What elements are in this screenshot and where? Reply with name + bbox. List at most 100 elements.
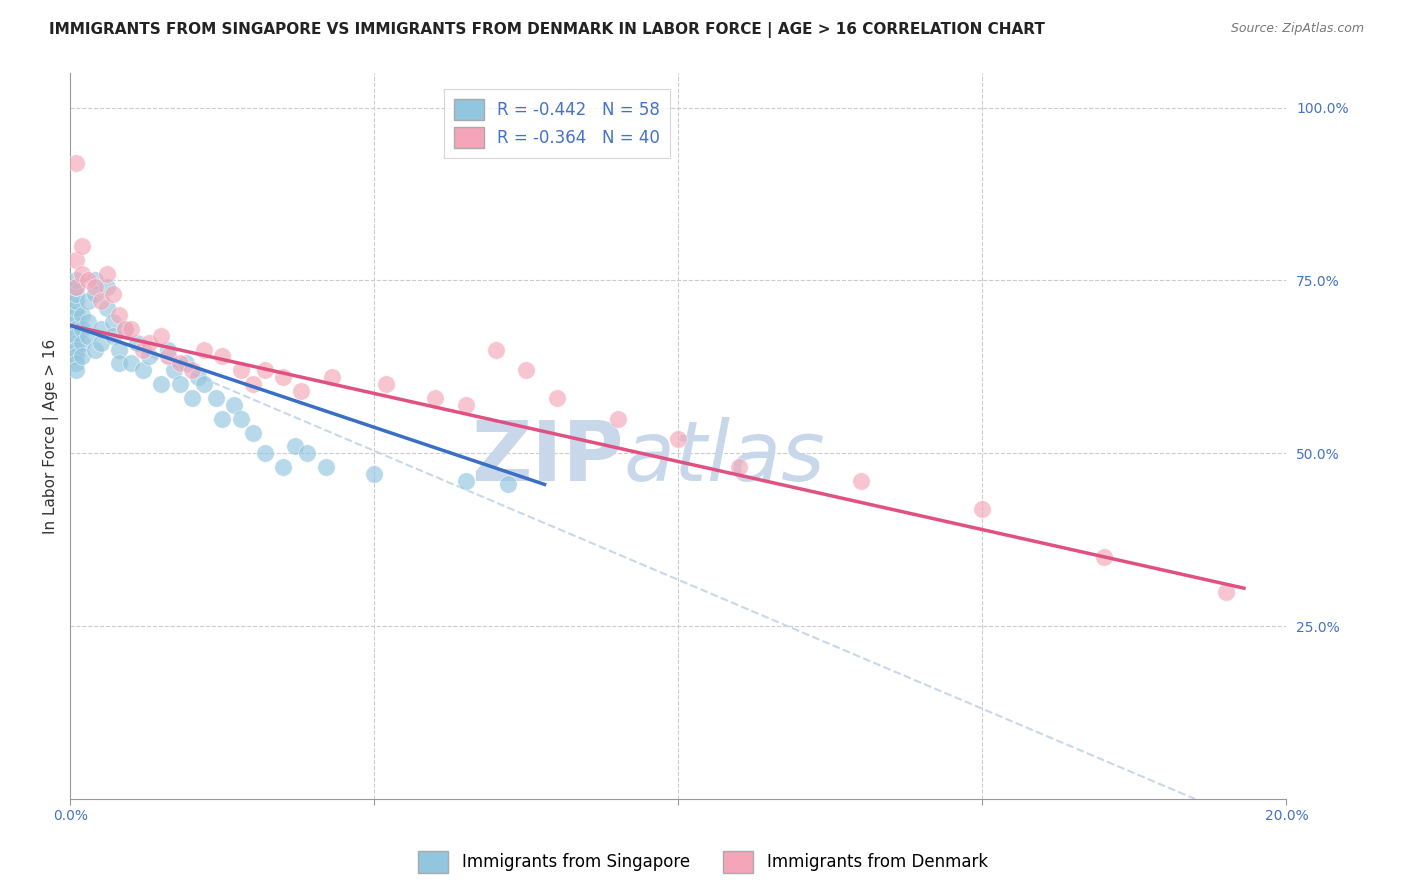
Point [72,239,94,253]
Point [65,301,87,315]
Point [65,343,87,357]
Point [290,384,312,398]
Point [65,335,87,350]
Point [454,398,477,412]
Point [65,328,87,343]
Point [65,280,87,294]
Point [72,350,94,364]
Point [65,315,87,329]
Point [728,460,751,475]
Point [72,267,94,281]
Point [132,363,155,377]
Point [972,501,994,516]
Point [321,370,343,384]
Point [156,350,179,364]
Point [169,356,191,370]
Point [187,370,209,384]
Point [101,328,124,343]
Point [1092,549,1115,564]
Point [96,267,118,281]
Point [193,377,215,392]
Text: atlas: atlas [624,417,825,499]
Point [180,391,202,405]
Point [83,287,105,301]
Point [375,377,398,392]
Point [849,474,872,488]
Text: IMMIGRANTS FROM SINGAPORE VS IMMIGRANTS FROM DENMARK IN LABOR FORCE | AGE > 16 C: IMMIGRANTS FROM SINGAPORE VS IMMIGRANTS … [49,22,1045,38]
Point [162,363,184,377]
Point [120,356,142,370]
Point [666,433,689,447]
Point [65,287,87,301]
Point [77,273,100,287]
Point [138,350,160,364]
Point [229,363,252,377]
Point [101,287,124,301]
Point [96,280,118,294]
Point [114,322,136,336]
Point [485,343,508,357]
Point [77,315,100,329]
Point [72,335,94,350]
Point [284,439,307,453]
Point [65,356,87,370]
Point [65,350,87,364]
Point [138,335,160,350]
Point [101,315,124,329]
Point [515,363,537,377]
Point [315,460,337,475]
Point [193,343,215,357]
Point [127,335,149,350]
Point [253,363,276,377]
Point [108,308,131,322]
Legend: Immigrants from Singapore, Immigrants from Denmark: Immigrants from Singapore, Immigrants fr… [412,845,994,880]
Point [271,460,294,475]
Point [496,477,519,491]
Point [242,377,264,392]
Text: ZIP: ZIP [471,417,624,499]
Point [253,446,276,460]
Point [90,335,112,350]
Point [1215,584,1237,599]
Point [65,322,87,336]
Point [108,356,131,370]
Point [205,391,228,405]
Point [90,322,112,336]
Point [108,343,131,357]
Point [211,411,233,425]
Point [65,308,87,322]
Point [83,280,105,294]
Legend: R = -0.442   N = 58, R = -0.364   N = 40: R = -0.442 N = 58, R = -0.364 N = 40 [444,88,669,158]
Point [606,411,628,425]
Point [454,474,477,488]
Point [65,363,87,377]
Point [77,294,100,309]
Point [297,446,319,460]
Point [65,156,87,170]
Point [180,363,202,377]
Point [363,467,385,481]
Point [90,294,112,309]
Point [83,273,105,287]
Point [65,273,87,287]
Point [83,343,105,357]
Point [156,343,179,357]
Y-axis label: In Labor Force | Age > 16: In Labor Force | Age > 16 [44,338,59,533]
Point [77,328,100,343]
Point [174,356,197,370]
Point [423,391,446,405]
Point [150,328,173,343]
Point [242,425,264,440]
Point [65,252,87,267]
Point [120,322,142,336]
Point [271,370,294,384]
Point [546,391,568,405]
Text: Source: ZipAtlas.com: Source: ZipAtlas.com [1230,22,1364,36]
Point [72,308,94,322]
Point [229,411,252,425]
Point [65,280,87,294]
Point [114,322,136,336]
Point [96,301,118,315]
Point [211,350,233,364]
Point [224,398,246,412]
